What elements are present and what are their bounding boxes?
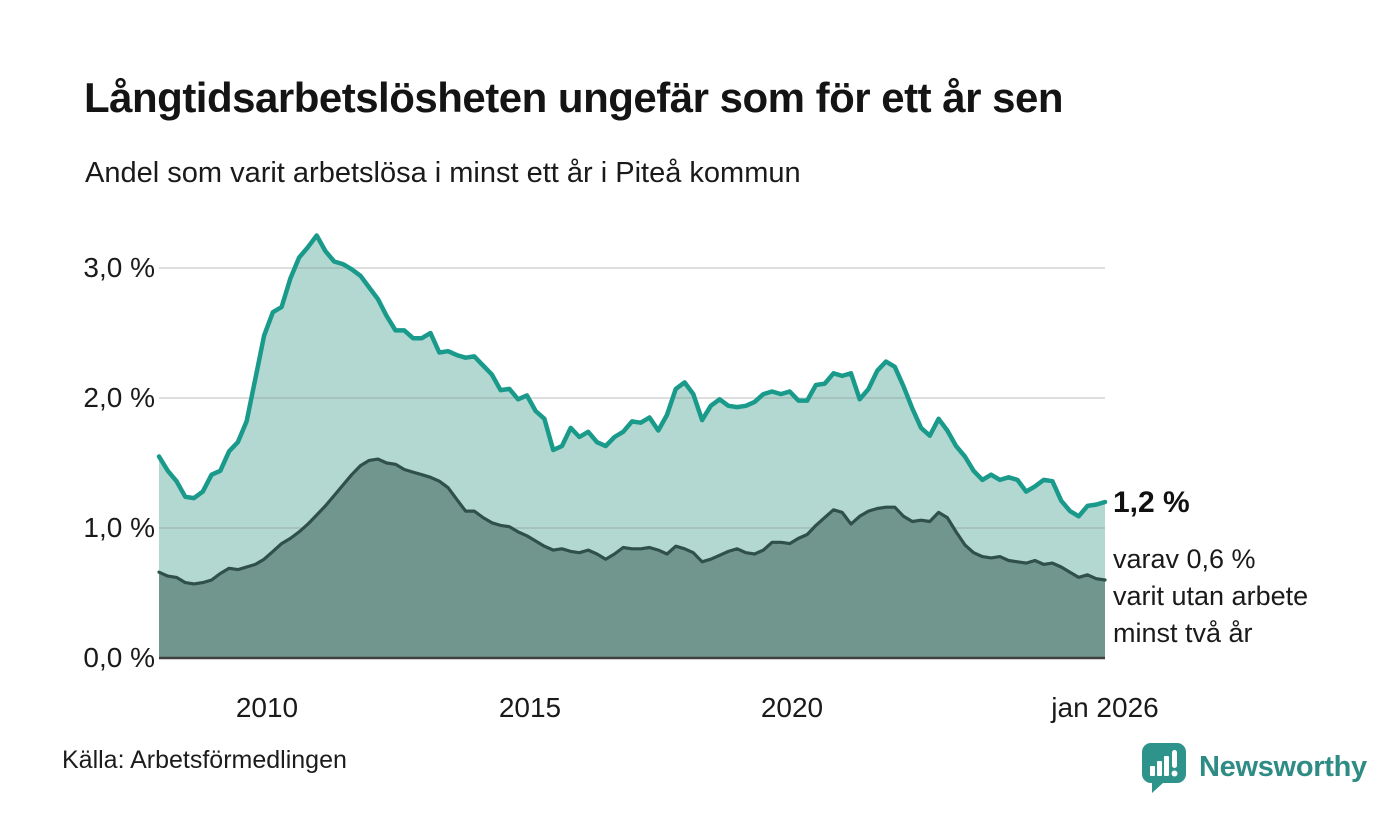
chart-title: Långtidsarbetslösheten ungefär som för e…	[84, 74, 1064, 121]
series-line-two-year	[157, 457, 1107, 586]
source-attribution: Källa: Arbetsförmedlingen	[62, 746, 347, 774]
y-tick-label-3: 3,0 %	[83, 252, 155, 283]
newsworthy-logo-icon	[1142, 742, 1186, 793]
endpoint-value-label: 1,2 %	[1113, 486, 1190, 519]
newsworthy-logo-text: Newsworthy	[1199, 750, 1367, 783]
endpoint-detail-line2: varit utan arbete	[1113, 581, 1309, 611]
endpoint-detail-label: varav 0,6 % varit utan arbete minst två …	[1113, 541, 1373, 652]
series-line-one-year	[156, 233, 1108, 519]
area-fill-two-year	[159, 459, 1105, 658]
x-tick-label-2010: 2010	[235, 692, 299, 723]
x-tick-label-2020: 2020	[760, 692, 824, 723]
y-tick-label-2: 2,0 %	[83, 382, 155, 413]
y-tick-label-1: 1,0 %	[83, 512, 155, 543]
x-tick-label-2015: 2015	[498, 692, 562, 723]
y-tick-label-0: 0,0 %	[83, 642, 155, 673]
newsworthy-logo: Newsworthy	[1140, 741, 1367, 793]
endpoint-detail-line1: varav 0,6 %	[1113, 544, 1256, 574]
x-tick-label-jan-2026: jan 2026	[1051, 692, 1159, 723]
chart-subtitle: Andel som varit arbetslösa i minst ett å…	[85, 157, 801, 189]
endpoint-detail-line3: minst två år	[1113, 618, 1253, 648]
